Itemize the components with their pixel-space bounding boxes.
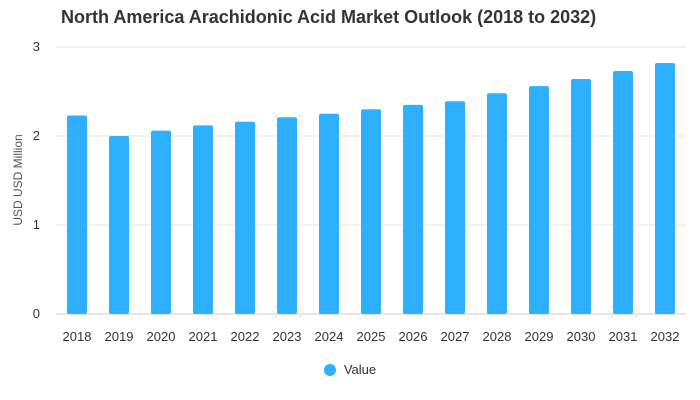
bar-2026 (403, 104, 423, 314)
x-tick-label: 2020 (147, 329, 176, 344)
x-tick-label: 2030 (567, 329, 596, 344)
x-tick-label: 2024 (315, 329, 344, 344)
x-tick-label: 2032 (651, 329, 680, 344)
x-tick-label: 2019 (105, 329, 134, 344)
x-tick-label: 2023 (273, 329, 302, 344)
y-axis-title: USD USD Million (11, 134, 25, 225)
y-axis-ticks: 0 1 2 3 (33, 39, 40, 321)
bars (67, 63, 675, 314)
y-tick-label: 1 (33, 217, 40, 232)
x-tick-label: 2021 (189, 329, 218, 344)
x-axis-ticks: 2018 2019 2020 2021 2022 2023 2024 2025 2026 2027… (63, 329, 680, 344)
x-tick-label: 2026 (399, 329, 428, 344)
bar-2032 (655, 63, 675, 314)
bar-2029 (529, 86, 549, 314)
bar-2019 (109, 136, 129, 314)
legend-marker (323, 363, 336, 376)
x-tick-label: 2025 (357, 329, 386, 344)
y-tick-label: 3 (33, 39, 40, 54)
bar-2028 (487, 93, 507, 314)
bar-2020 (151, 130, 171, 314)
bar-2031 (613, 71, 633, 314)
bar-2025 (361, 109, 381, 314)
x-tick-label: 2018 (63, 329, 92, 344)
bar-2023 (277, 117, 297, 314)
bar-2024 (319, 113, 339, 314)
bar-2022 (235, 121, 255, 314)
x-tick-label: 2031 (609, 329, 638, 344)
bar-2018 (67, 115, 87, 314)
bar-2021 (193, 125, 213, 314)
x-tick-label: 2028 (483, 329, 512, 344)
bar-2027 (445, 101, 465, 314)
x-tick-label: 2022 (231, 329, 260, 344)
bar-2030 (571, 79, 591, 314)
x-tick-label: 2027 (441, 329, 470, 344)
legend: Value (0, 362, 700, 377)
y-tick-label: 0 (33, 306, 40, 321)
chart-title: North America Arachidonic Acid Market Ou… (61, 7, 597, 27)
legend-label: Value (343, 362, 377, 377)
y-tick-label: 2 (33, 128, 40, 143)
x-tick-label: 2029 (525, 329, 554, 344)
